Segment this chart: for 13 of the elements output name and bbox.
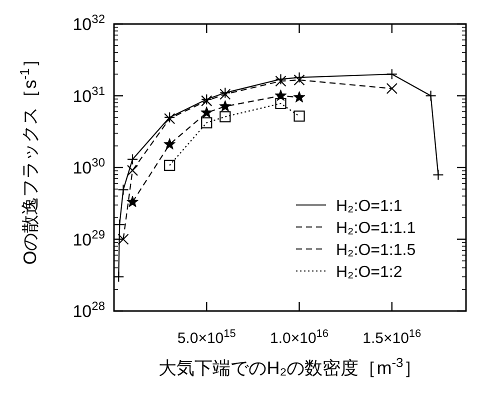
y-tick-label: 10$^{28}$ <box>72 299 106 321</box>
y-tick-label: 10$^{32}$ <box>72 12 106 34</box>
legend-label: H₂:O=1:1.1 <box>336 220 416 237</box>
x-tick-label: 5.0×10$^{15}$ <box>177 328 236 347</box>
legend-label: H₂:O=1:1 <box>336 198 402 215</box>
x-axis-title: 大気下端でのH₂の数密度［m$^{-3}$］ <box>158 354 422 378</box>
x-tick-label: 1.5×10$^{16}$ <box>362 328 422 347</box>
y-tick-label: 10$^{30}$ <box>72 156 106 178</box>
y-tick-label: 10$^{29}$ <box>72 227 106 250</box>
x-tick-label: 1.0×10$^{16}$ <box>270 328 329 347</box>
legend-label: H₂:O=1:1.5 <box>336 242 416 259</box>
legend-label: H₂:O=1:2 <box>336 264 402 281</box>
y-tick-label: 10$^{31}$ <box>72 84 106 106</box>
